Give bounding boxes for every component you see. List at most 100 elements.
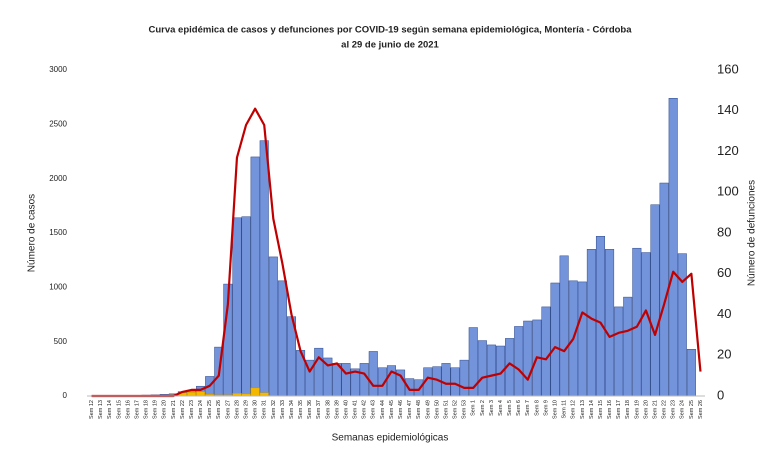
bar [677,253,687,397]
x-tick-label: Sem 18 [144,400,150,419]
bar [523,320,533,397]
bar [650,204,660,397]
x-tick-label: Sem 16 [125,400,131,419]
x-tick-label: Sem 21 [171,400,177,419]
y-tick-label: 1000 [49,282,67,291]
y2-axis-title: Número de defunciones [747,180,758,286]
x-tick-label: Sem 8 [534,400,540,416]
x-tick-label: Sem 40 [343,400,349,419]
x-tick-label: Sem 51 [443,400,449,419]
bar [405,378,415,397]
x-tick-label: Sem 23 [671,400,677,419]
y2-tick-label: 140 [717,102,739,117]
x-tick-label: Sem 37 [316,400,322,419]
bar [514,326,524,397]
bar [605,249,615,397]
x-tick-label: Sem 18 [625,400,631,419]
x-tick-label: Sem 52 [453,400,459,419]
x-tick-label: Sem 23 [189,400,195,419]
x-tick-label: Sem 34 [289,400,295,419]
bar [623,296,633,397]
x-tick-label: Sem 27 [225,400,231,419]
x-tick-label: Sem 5 [507,400,513,416]
x-tick-label: Sem 4 [498,400,504,416]
bar [641,252,651,397]
x-tick-label: Sem 14 [589,400,595,419]
x-tick-label: Sem 1 [471,400,477,416]
x-tick-label: Sem 22 [662,400,668,419]
x-tick-label: Sem 14 [107,400,113,419]
x-tick-label: Sem 20 [162,400,168,419]
bar [259,140,269,397]
x-tick-label: Sem 45 [389,400,395,419]
x-tick-label: Sem 19 [153,400,159,419]
bar [559,255,569,397]
x-tick-label: Sem 3 [489,400,495,416]
bar [359,363,369,397]
y-tick-label: 3000 [49,65,67,74]
bar [386,365,396,397]
bar [250,156,260,397]
y2-tick-label: 20 [717,347,731,362]
bar [614,306,624,397]
x-tick-label: Sem 7 [525,400,531,416]
x-tick-label: Sem 31 [262,400,268,419]
x-tick-label: Sem 9 [543,400,549,416]
bar [277,280,287,397]
x-tick-label: Sem 13 [98,400,104,419]
bar [550,282,560,397]
x-tick-label: Sem 53 [462,400,468,419]
bar [477,340,487,397]
x-tick-label: Sem 49 [425,400,431,419]
x-tick-label: Sem 25 [689,400,695,419]
x-tick-label: Sem 12 [89,400,95,419]
x-tick-label: Sem 12 [571,400,577,419]
x-tick-label: Sem 24 [198,400,204,419]
x-tick-label: Sem 29 [243,400,249,419]
x-tick-label: Sem 43 [371,400,377,419]
x-tick-label: Sem 24 [680,400,686,419]
x-tick-label: Sem 21 [652,400,658,419]
y-tick-label: 1500 [49,228,67,237]
y2-tick-label: 80 [717,224,731,239]
bar [459,359,469,397]
x-tick-label: Sem 26 [216,400,222,419]
x-tick-label: Sem 20 [643,400,649,419]
y2-tick-label: 0 [717,387,724,402]
x-tick-label: Sem 10 [552,400,558,419]
bar [577,281,587,397]
x-tick-label: Sem 33 [280,400,286,419]
x-tick-label: Sem 25 [207,400,213,419]
y2-tick-label: 160 [717,61,739,76]
x-tick-label: Sem 50 [434,400,440,419]
bar [668,98,678,397]
y-axis-title: Número de casos [27,194,38,272]
bar [414,379,424,397]
x-tick-label: Sem 13 [580,400,586,419]
y2-tick-label: 120 [717,143,739,158]
bar [268,256,278,397]
y-tick-label: 0 [63,391,68,400]
x-tick-label: Sem 19 [634,400,640,419]
x-tick-label: Sem 30 [253,400,259,419]
x-axis-title: Semanas epidemiológicas [332,433,449,444]
x-tick-label: Sem 15 [116,400,122,419]
x-tick-label: Sem 32 [271,400,277,419]
bar [595,236,606,397]
line [91,107,702,398]
y2-tick-label: 60 [717,265,731,280]
y2-tick-label: 40 [717,306,731,321]
bar [541,306,551,397]
x-tick-label: Sem 48 [416,400,422,419]
bar [441,363,451,397]
chart-title: Curva epidémica de casos y defunciones p… [148,25,632,36]
x-tick-label: Sem 39 [334,400,340,419]
x-tick-label: Sem 6 [516,400,522,416]
bar [250,387,260,397]
y-tick-label: 2500 [49,119,67,128]
x-tick-label: Sem 22 [180,400,186,419]
x-tick-label: Sem 36 [307,400,313,419]
chart-subtitle: al 29 de junio de 2021 [341,40,439,51]
x-tick-label: Sem 15 [598,400,604,419]
